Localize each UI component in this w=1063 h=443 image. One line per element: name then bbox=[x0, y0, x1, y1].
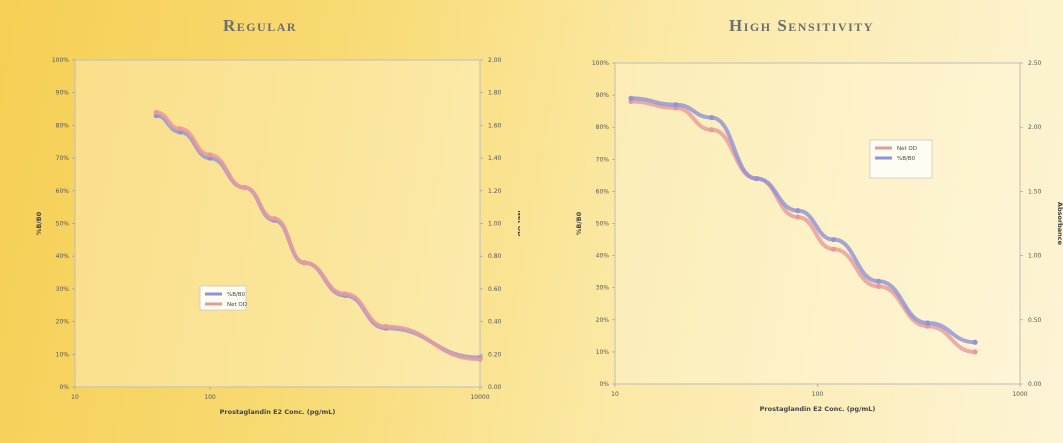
legend-label: Net OD bbox=[227, 302, 247, 308]
data-point bbox=[383, 323, 389, 330]
x-tick-label: 10 bbox=[71, 394, 79, 401]
y2-tick-label: 0.60 bbox=[488, 286, 502, 293]
data-point bbox=[271, 215, 278, 222]
y2-tick-label: 0.00 bbox=[1028, 381, 1042, 388]
chart-regular: 0% 10% 20% 30% 40% 50% 60% 70% 80% 90% 100% 0.00 0.2… bbox=[35, 57, 520, 416]
y-tick-label: 70% bbox=[56, 155, 70, 162]
y2-tick-label: 1.80 bbox=[488, 90, 502, 97]
y-tick-label: 0% bbox=[59, 384, 69, 391]
data-point bbox=[153, 109, 159, 115]
legend-label: Net OD bbox=[897, 146, 917, 152]
chart-high-sensitivity: 0% 10% 20% 30% 40% 50% 60% 70% 80% 90% 100% 0.00 0.5… bbox=[575, 60, 1063, 413]
y-tick-label: 10% bbox=[596, 349, 610, 356]
chart-regular-panel: Regular 0% 10% 20% 30% 40% 50% 60% 70% 80% 90% 100… bbox=[0, 0, 520, 443]
y-tick-label: 60% bbox=[56, 188, 70, 195]
y-tick-label: 100% bbox=[592, 60, 609, 67]
y-tick-label: 0% bbox=[599, 381, 609, 388]
y-tick-label: 40% bbox=[56, 253, 70, 260]
x-tick-label: 100 bbox=[204, 394, 216, 401]
y-tick-label: 90% bbox=[596, 92, 610, 99]
data-point bbox=[673, 102, 679, 108]
data-point bbox=[342, 291, 348, 297]
data-point bbox=[753, 175, 760, 182]
data-point bbox=[477, 356, 483, 362]
y-tick-label: 40% bbox=[596, 253, 610, 260]
series-line bbox=[629, 99, 978, 354]
y-axis-title: %B/B0 bbox=[575, 211, 583, 235]
plot-area bbox=[614, 62, 1021, 385]
y-tick-label: 100% bbox=[52, 57, 69, 64]
y2-tick-label: 1.40 bbox=[488, 155, 502, 162]
data-point bbox=[925, 320, 931, 326]
y-tick-label: 10% bbox=[56, 351, 70, 358]
data-point bbox=[241, 184, 248, 191]
data-point bbox=[972, 349, 978, 355]
y2-axis-title: Net OD bbox=[516, 210, 520, 237]
y-tick-label: 30% bbox=[596, 285, 610, 292]
legend-box bbox=[199, 285, 247, 311]
y2-tick-label: 2.50 bbox=[1028, 60, 1042, 67]
y-tick-label: 90% bbox=[56, 90, 70, 97]
data-point bbox=[795, 208, 801, 214]
data-point bbox=[709, 114, 715, 121]
data-point bbox=[795, 214, 801, 220]
data-point bbox=[709, 127, 715, 133]
legend: Net OD %B/B0 bbox=[869, 139, 933, 179]
data-point bbox=[177, 126, 183, 132]
y2-tick-label: 1.00 bbox=[1028, 253, 1042, 260]
data-point bbox=[875, 283, 882, 290]
chart-high-sensitivity-panel: High Sensitivity 0% 10% 20% 30% 40% 50% 60% 70%… bbox=[540, 0, 1063, 443]
chart-title: High Sensitivity bbox=[729, 16, 874, 35]
y2-tick-label: 2.00 bbox=[488, 57, 502, 64]
y-tick-label: 50% bbox=[596, 221, 610, 228]
y2-tick-label: 0.50 bbox=[1028, 317, 1042, 324]
y2-tick-label: 1.50 bbox=[1028, 188, 1042, 195]
plot-area bbox=[74, 59, 481, 388]
y2-tick-label: 0.00 bbox=[488, 384, 502, 391]
data-point bbox=[972, 339, 978, 345]
y2-tick-label: 0.20 bbox=[488, 351, 502, 358]
legend-label: %B/B0 bbox=[897, 156, 916, 162]
data-point bbox=[207, 152, 213, 158]
y-tick-label: 60% bbox=[596, 188, 610, 195]
y-tick-label: 30% bbox=[56, 286, 70, 293]
y-tick-label: 50% bbox=[56, 221, 70, 228]
data-point bbox=[628, 95, 634, 101]
y-tick-label: 80% bbox=[56, 122, 70, 129]
x-tick-label: 10 bbox=[611, 391, 619, 398]
x-tick-label: 1000 bbox=[1012, 391, 1027, 398]
x-tick-label: 10000 bbox=[470, 394, 489, 401]
y-tick-label: 20% bbox=[596, 317, 610, 324]
y2-axis-title: Absorbance bbox=[1056, 202, 1063, 246]
x-axis-title: Prostaglandin E2 Conc. (pg/mL) bbox=[760, 405, 876, 413]
y-tick-label: 20% bbox=[56, 319, 70, 326]
data-point bbox=[301, 260, 307, 266]
y2-tick-label: 1.00 bbox=[488, 221, 502, 228]
data-point bbox=[830, 246, 837, 252]
data-point bbox=[830, 236, 837, 243]
y2-tick-label: 0.40 bbox=[488, 319, 502, 326]
y-tick-label: 70% bbox=[596, 156, 610, 163]
y2-tick-label: 1.20 bbox=[488, 188, 502, 195]
x-tick-label: 100 bbox=[812, 391, 824, 398]
chart-title: Regular bbox=[222, 16, 298, 35]
legend-label: %B/B0 bbox=[227, 292, 246, 298]
y-axis-title: %B/B0 bbox=[35, 211, 43, 235]
y2-tick-label: 0.80 bbox=[488, 253, 502, 260]
data-point bbox=[875, 278, 882, 284]
y2-tick-label: 2.00 bbox=[1028, 124, 1042, 131]
x-axis-title: Prostaglandin E2 Conc. (pg/mL) bbox=[220, 408, 336, 416]
y2-tick-label: 1.60 bbox=[488, 122, 502, 129]
legend: %B/B0 Net OD bbox=[199, 285, 247, 311]
y-tick-label: 80% bbox=[596, 124, 610, 131]
